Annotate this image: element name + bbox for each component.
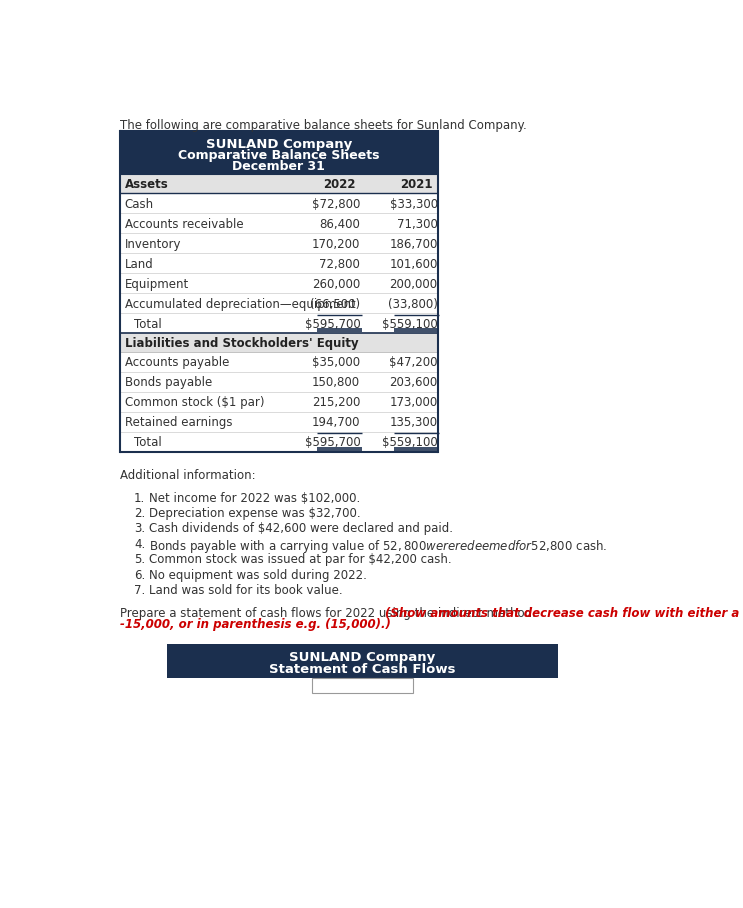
Text: Assets: Assets	[125, 178, 169, 192]
Text: $559,100: $559,100	[382, 318, 438, 331]
Bar	[120, 192, 438, 333]
Text: Prepare a statement of cash flows for 2022 using the indirect method.: Prepare a statement of cash flows for 20…	[120, 607, 539, 620]
Text: Cash dividends of $42,600 were declared and paid.: Cash dividends of $42,600 were declared …	[149, 522, 453, 536]
Text: Common stock ($1 par): Common stock ($1 par)	[125, 396, 265, 410]
Text: Bonds payable with a carrying value of $52,800 were redeemed for $52,800 cash.: Bonds payable with a carrying value of $…	[149, 538, 608, 555]
Bar	[120, 174, 438, 192]
Text: Inventory: Inventory	[125, 238, 181, 251]
Text: 215,200: 215,200	[312, 396, 360, 410]
Text: $559,100: $559,100	[382, 436, 438, 449]
Text: Statement of Cash Flows: Statement of Cash Flows	[269, 663, 455, 676]
Text: $72,800: $72,800	[312, 198, 360, 211]
Text: SUNLAND Company: SUNLAND Company	[289, 651, 435, 664]
Text: $33,300: $33,300	[389, 198, 438, 211]
Text: Accounts payable: Accounts payable	[125, 356, 229, 370]
Text: Bonds payable: Bonds payable	[125, 376, 212, 390]
Text: (66,500): (66,500)	[310, 298, 360, 311]
Text: 170,200: 170,200	[312, 238, 360, 251]
Text: 260,000: 260,000	[312, 278, 360, 291]
Bar	[120, 333, 438, 351]
Text: 200,000: 200,000	[389, 278, 438, 291]
Text: Accounts receivable: Accounts receivable	[125, 218, 243, 231]
Text: December 31: December 31	[233, 160, 325, 173]
Text: $35,000: $35,000	[312, 356, 360, 370]
Text: Land: Land	[125, 258, 153, 271]
Text: 194,700: 194,700	[312, 416, 360, 429]
Text: 2022: 2022	[323, 178, 356, 192]
Text: SUNLAND Company: SUNLAND Company	[206, 138, 352, 152]
Text: Equipment: Equipment	[125, 278, 189, 291]
Text: No equipment was sold during 2022.: No equipment was sold during 2022.	[149, 568, 367, 582]
Bar	[312, 678, 412, 694]
Text: Total: Total	[134, 318, 162, 331]
Text: 101,600: 101,600	[389, 258, 438, 271]
Text: Net income for 2022 was $102,000.: Net income for 2022 was $102,000.	[149, 491, 360, 505]
Text: Total: Total	[134, 436, 162, 449]
Text: 186,700: 186,700	[389, 238, 438, 251]
Text: 72,800: 72,800	[319, 258, 360, 271]
Text: 3.: 3.	[134, 522, 145, 536]
Text: Liabilities and Stockholders' Equity: Liabilities and Stockholders' Equity	[125, 337, 358, 350]
Text: 4.: 4.	[134, 538, 145, 551]
Text: 173,000: 173,000	[389, 396, 438, 410]
Text: $595,700: $595,700	[305, 318, 360, 331]
Text: Accumulated depreciation—equipment: Accumulated depreciation—equipment	[125, 298, 355, 311]
Text: Cash: Cash	[125, 198, 154, 211]
Text: 203,600: 203,600	[389, 376, 438, 390]
Text: -15,000, or in parenthesis e.g. (15,000).): -15,000, or in parenthesis e.g. (15,000)…	[120, 618, 391, 631]
Text: Comparative Balance Sheets: Comparative Balance Sheets	[178, 149, 380, 162]
Text: (33,800): (33,800)	[388, 298, 438, 311]
Text: 6.: 6.	[134, 568, 145, 582]
Text: Common stock was issued at par for $42,200 cash.: Common stock was issued at par for $42,2…	[149, 553, 452, 567]
Bar	[120, 132, 438, 174]
Text: $47,200: $47,200	[389, 356, 438, 370]
Text: 2.: 2.	[134, 507, 145, 520]
Text: Retained earnings: Retained earnings	[125, 416, 232, 429]
Text: 1.: 1.	[134, 491, 145, 505]
Text: Additional information:: Additional information:	[120, 469, 256, 481]
Bar	[166, 644, 558, 678]
Text: Depreciation expense was $32,700.: Depreciation expense was $32,700.	[149, 507, 361, 520]
Text: The following are comparative balance sheets for Sunland Company.: The following are comparative balance sh…	[120, 119, 527, 132]
Text: 5.: 5.	[134, 553, 145, 567]
Text: Land was sold for its book value.: Land was sold for its book value.	[149, 584, 343, 597]
Bar	[120, 351, 438, 451]
Text: 7.: 7.	[134, 584, 145, 597]
Text: 86,400: 86,400	[319, 218, 360, 231]
Text: 150,800: 150,800	[312, 376, 360, 390]
Text: 2021: 2021	[400, 178, 433, 192]
Text: 135,300: 135,300	[389, 416, 438, 429]
Text: $595,700: $595,700	[305, 436, 360, 449]
Text: (Show amounts that decrease cash flow with either a - sign e.g.: (Show amounts that decrease cash flow wi…	[385, 607, 743, 620]
Text: 71,300: 71,300	[397, 218, 438, 231]
